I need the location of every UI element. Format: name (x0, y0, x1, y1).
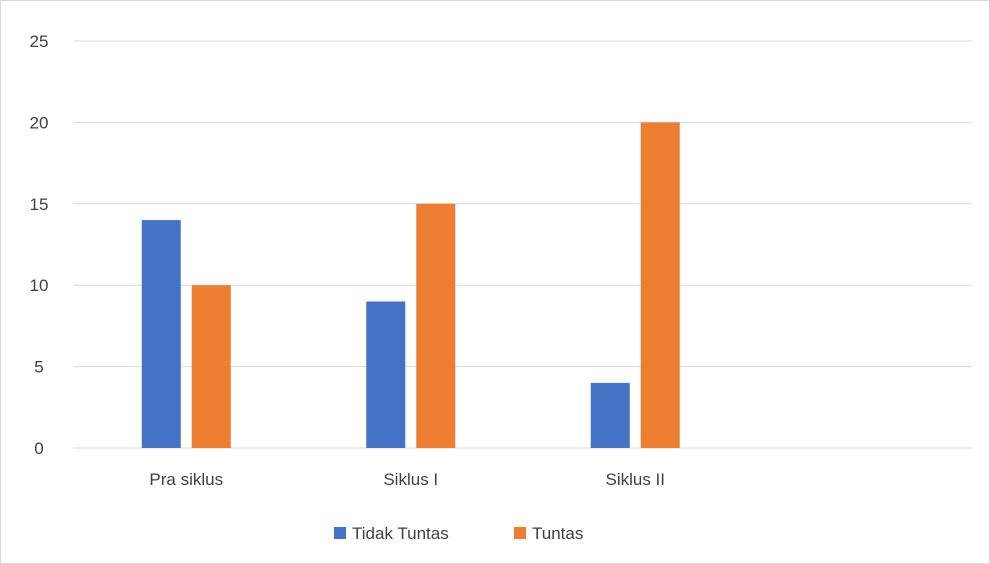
bar-tuntas (416, 203, 456, 448)
y-axis-ticks: 0 5 10 15 20 25 (30, 32, 49, 458)
y-tick-label: 20 (30, 113, 49, 132)
bar-tuntas (640, 122, 680, 449)
legend-swatch (334, 527, 346, 539)
legend-label: Tidak Tuntas (352, 524, 449, 543)
x-tick-label: Siklus I (383, 470, 438, 489)
x-tick-label: Pra siklus (149, 470, 223, 489)
y-tick-label: 10 (30, 276, 49, 295)
legend: Tidak Tuntas Tuntas (334, 524, 583, 543)
legend-swatch (514, 527, 526, 539)
y-tick-label: 0 (34, 439, 43, 458)
y-tick-label: 5 (34, 358, 43, 377)
y-tick-label: 25 (30, 32, 49, 51)
bar-tidak-tuntas (590, 382, 630, 448)
y-tick-label: 15 (30, 195, 49, 214)
bar-tuntas (191, 285, 231, 448)
bar-tidak-tuntas (366, 301, 406, 448)
bars (141, 122, 680, 449)
legend-label: Tuntas (532, 524, 583, 543)
x-tick-label: Siklus II (605, 470, 665, 489)
bar-tidak-tuntas (141, 220, 181, 448)
x-axis-ticks: Pra siklus Siklus I Siklus II (149, 470, 665, 489)
